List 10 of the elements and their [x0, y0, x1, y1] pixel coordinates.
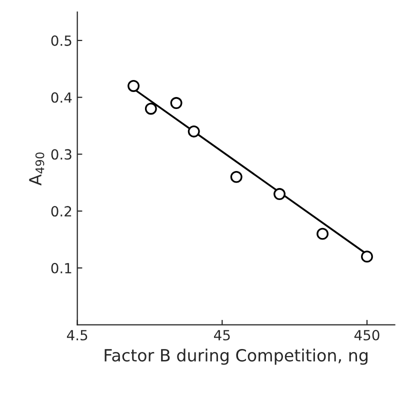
- y-tick-label: 0.1: [51, 262, 72, 274]
- y-tick-label: 0.3: [51, 149, 72, 160]
- y-tick-label: 0.4: [51, 92, 72, 103]
- y-tick-label: 0.2: [51, 206, 72, 217]
- x-tick-label: 4.5: [66, 330, 88, 340]
- x-tick-label: 450: [354, 330, 380, 340]
- x-tick-label: 45: [214, 330, 230, 340]
- y-axis-title: A$_{490}$: [29, 152, 44, 186]
- x-axis-title: Factor B during Competition, ng: [104, 348, 368, 365]
- y-tick-label: 0.5: [51, 35, 72, 46]
